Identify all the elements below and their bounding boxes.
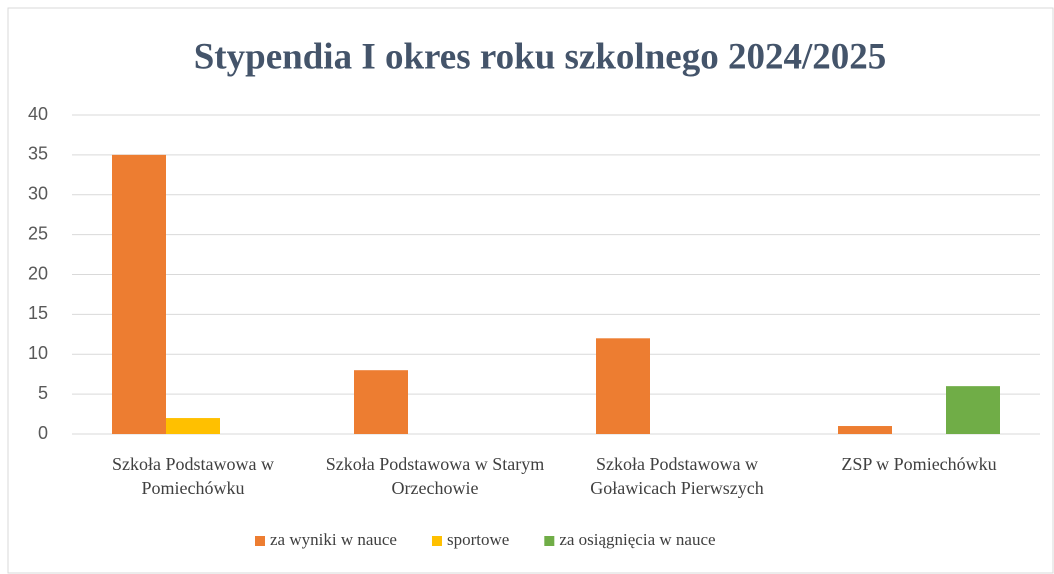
y-tick-label: 25	[28, 223, 48, 243]
x-tick-label: Szkoła Podstawowa w Pomiechówku	[112, 454, 274, 498]
bar	[946, 386, 1000, 434]
y-tick-label: 10	[28, 343, 48, 363]
y-tick-label: 20	[28, 263, 48, 283]
bar	[166, 418, 220, 434]
bar	[112, 154, 166, 434]
bar	[354, 370, 408, 434]
legend-label: sportowe	[447, 530, 509, 549]
y-tick-label: 40	[28, 104, 48, 124]
y-tick-label: 5	[38, 383, 48, 403]
y-tick-label: 0	[38, 423, 48, 443]
y-tick-label: 15	[28, 303, 48, 323]
legend-label: za wyniki w nauce	[270, 530, 397, 549]
y-tick-label: 35	[28, 144, 48, 164]
legend-label: za osiągnięcia w nauce	[559, 530, 715, 549]
chart-title: Stypendia I okres roku szkolnego 2024/20…	[194, 36, 887, 77]
bar	[596, 338, 650, 434]
chart-frame	[7, 7, 1054, 574]
legend-swatch	[255, 536, 265, 546]
x-tick-label: Szkoła Podstawowa w Starym Orzechowie	[325, 454, 545, 498]
legend-swatch	[544, 536, 555, 546]
x-tick-label: ZSP w Pomiechówku	[841, 454, 997, 474]
legend-swatch	[431, 536, 442, 546]
y-tick-label: 30	[28, 184, 48, 204]
x-tick-label: Szkoła Podstawowa w Goławicach Pierwszyc…	[590, 454, 764, 498]
bar	[838, 426, 892, 434]
